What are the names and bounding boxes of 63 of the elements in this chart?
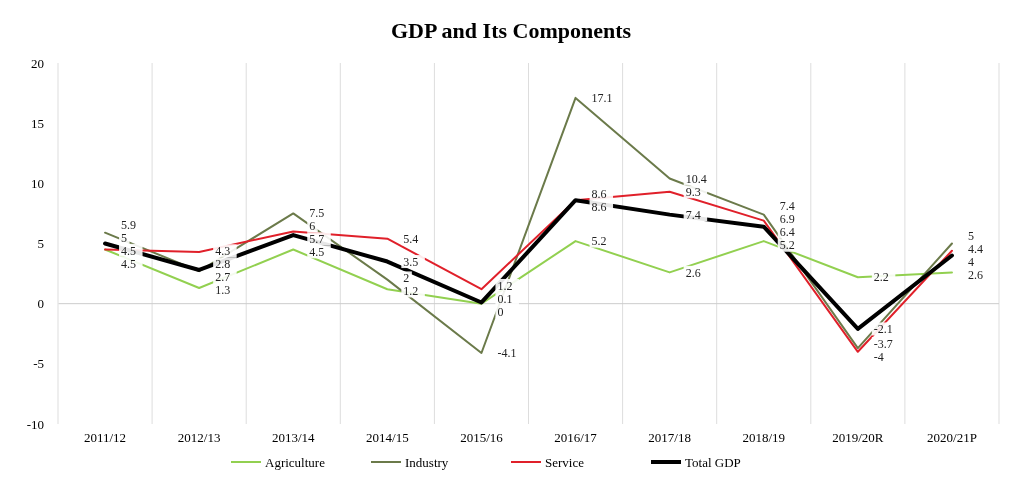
data-label: -4.1 [497, 346, 517, 361]
data-label: 4.5 [121, 256, 137, 271]
data-label: 9.3 [685, 184, 701, 199]
data-label: 17.1 [591, 91, 613, 106]
data-label: -3.7 [873, 336, 893, 351]
data-label: 5.4 [403, 231, 419, 246]
y-tick-label: 0 [37, 296, 44, 312]
data-label: 0.1 [497, 291, 513, 306]
data-label: 1.2 [497, 278, 513, 293]
data-label: 4.5 [121, 243, 137, 258]
data-label: 1.2 [403, 284, 419, 299]
x-tick-label: 2018/19 [742, 430, 786, 445]
legend-label: Total GDP [685, 454, 741, 470]
x-tick-label: 2019/20R [832, 430, 884, 445]
data-label: 4.3 [215, 243, 231, 258]
y-tick-label: -10 [26, 416, 44, 432]
data-label: 7.4 [685, 207, 701, 222]
data-label: 0 [497, 304, 504, 319]
data-label: 4.5 [309, 245, 325, 260]
y-tick-label: 20 [31, 55, 44, 71]
data-label: -2.1 [873, 322, 893, 337]
data-label: 2.6 [685, 265, 701, 280]
data-label: 5 [967, 229, 974, 244]
data-label: 5.7 [309, 232, 325, 247]
legend-label: Industry [405, 454, 449, 470]
data-label: 7.5 [309, 206, 325, 221]
data-label: 4.4 [967, 242, 983, 257]
chart-title: GDP and Its Components [390, 18, 632, 43]
data-label: -4 [873, 349, 884, 364]
x-tick-label: 2016/17 [554, 430, 598, 445]
x-tick-label: 2017/18 [648, 430, 691, 445]
data-label: 5.2 [779, 238, 795, 253]
x-tick-label: 2015/16 [460, 430, 504, 445]
data-label: 10.4 [685, 171, 707, 186]
legend-label: Service [545, 454, 585, 470]
data-label: 2.2 [873, 270, 889, 285]
data-label: 3.5 [403, 254, 419, 269]
data-label: 6.9 [779, 212, 795, 227]
y-tick-label: 10 [31, 175, 44, 191]
data-label: 6 [309, 219, 316, 234]
data-label: 5.9 [121, 217, 137, 232]
data-label: 8.6 [591, 186, 607, 201]
data-label: 6.4 [779, 225, 795, 240]
data-label: 5 [121, 230, 128, 245]
x-tick-label: 2013/14 [271, 430, 316, 445]
data-label: 2.7 [215, 269, 231, 284]
x-tick-label: 2011/12 [83, 430, 127, 445]
x-tick-label: 2020/21P [927, 430, 977, 445]
line-series [103, 198, 954, 331]
y-tick-label: 15 [31, 115, 44, 131]
data-label: 4 [967, 255, 974, 270]
legend-label: Agriculture [265, 454, 326, 470]
data-label: 5.2 [591, 234, 607, 249]
data-label: 7.4 [779, 199, 795, 214]
data-label: 1.3 [215, 282, 231, 297]
x-tick-label: 2012/13 [177, 430, 221, 445]
data-label: 2.6 [967, 268, 983, 283]
data-label: 8.6 [591, 199, 607, 214]
data-label: 2.8 [215, 256, 231, 271]
data-label: 2 [403, 271, 410, 286]
x-tick-label: 2014/15 [366, 430, 409, 445]
y-tick-label: 5 [37, 236, 44, 252]
y-tick-label: -5 [33, 356, 44, 372]
